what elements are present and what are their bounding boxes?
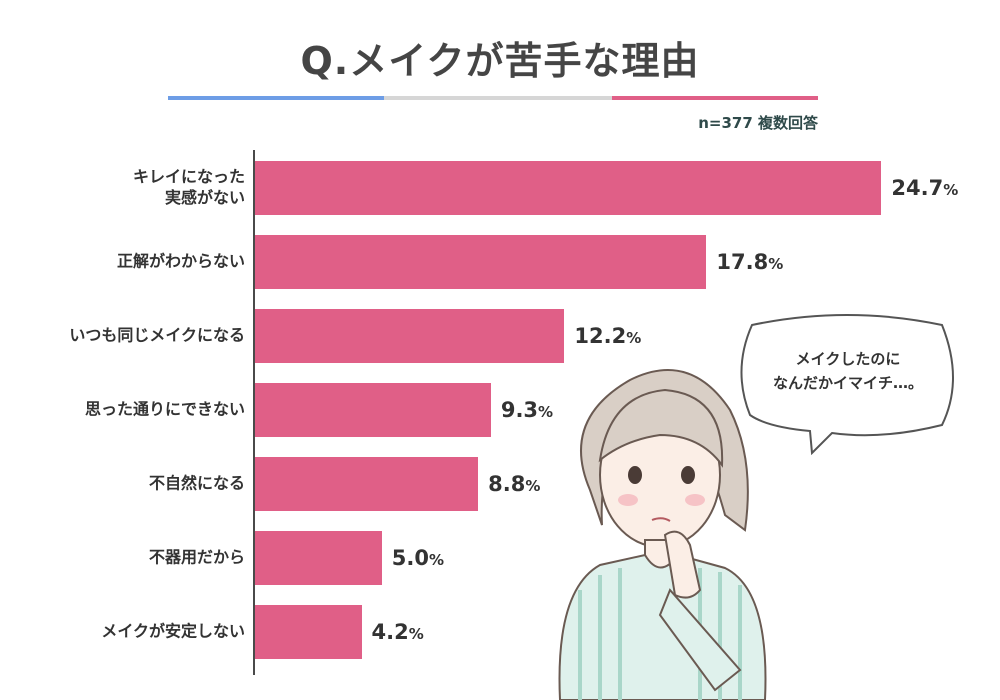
bar-value-label: 4.2% (371, 620, 424, 644)
bar (255, 383, 491, 437)
category-label: 不自然になる (148, 473, 245, 493)
category-label: 不器用だから (148, 547, 245, 567)
category-axis-line (253, 150, 255, 675)
woman-illustration (558, 369, 767, 700)
title-rule-blue (168, 96, 384, 100)
bar-value-label: 12.2% (574, 324, 642, 348)
bar (255, 235, 707, 289)
bar (255, 457, 479, 511)
bar-value-label: 9.3% (500, 398, 554, 422)
bar (255, 531, 382, 585)
bar-value-label: 8.8% (488, 472, 541, 496)
bar-value-label: 5.0% (391, 546, 445, 570)
bar (255, 161, 882, 215)
speech-bubble-text: メイクしたのに なんだかイマイチ…。 (748, 347, 948, 395)
bar-value-label: 17.8% (716, 250, 784, 274)
category-label: キレイになった 実感がない (132, 167, 245, 207)
speech-line-1: メイクしたのに (795, 350, 901, 368)
category-label: 正解がわからない (116, 251, 245, 271)
category-label: いつも同じメイクになる (69, 325, 245, 345)
bar-value-label: 24.7% (891, 176, 959, 200)
category-label: 思った通りにできない (84, 399, 245, 419)
bar (255, 309, 565, 363)
title-rule-gray (384, 96, 612, 100)
speech-bubble (740, 314, 954, 455)
title-rule-pink (612, 96, 818, 100)
category-label: メイクが安定しない (101, 621, 245, 641)
page-title: Q.メイクが苦手な理由 (300, 39, 700, 83)
sample-note: n=377 複数回答 (698, 114, 818, 132)
speech-line-2: なんだかイマイチ…。 (772, 374, 923, 392)
bar (255, 605, 362, 659)
